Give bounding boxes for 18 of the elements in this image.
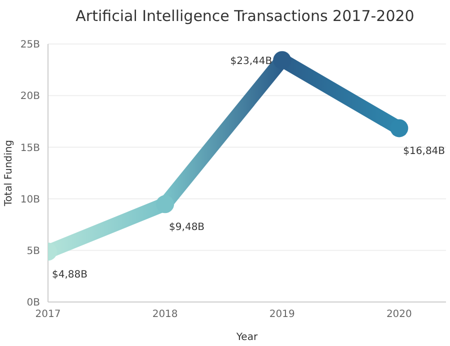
- data-label: $9,48B: [169, 222, 205, 234]
- data-label: $23,44B: [230, 56, 272, 68]
- y-axis-title: Total Funding: [4, 140, 15, 208]
- y-tick-label: 5B: [26, 246, 40, 257]
- point: [390, 119, 408, 138]
- y-tick-label: 25B: [20, 40, 40, 51]
- y-tick-label: 0B: [26, 298, 40, 309]
- x-tick-label: 2017: [35, 309, 61, 320]
- x-tick-label: 2019: [269, 309, 295, 320]
- x-axis-title: Year: [235, 332, 258, 343]
- y-tick-label: 15B: [20, 142, 40, 154]
- y-tick-label: 10B: [20, 194, 40, 206]
- data-label: $4,88B: [52, 270, 88, 281]
- data-label: $16,84B: [403, 146, 446, 158]
- x-tick-label: 2018: [152, 309, 178, 320]
- x-tick-label: 2020: [386, 309, 412, 320]
- chart-title: Artificial Intelligence Transactions 2017-2020: [74, 6, 416, 27]
- y-tick-label: 20B: [20, 91, 40, 102]
